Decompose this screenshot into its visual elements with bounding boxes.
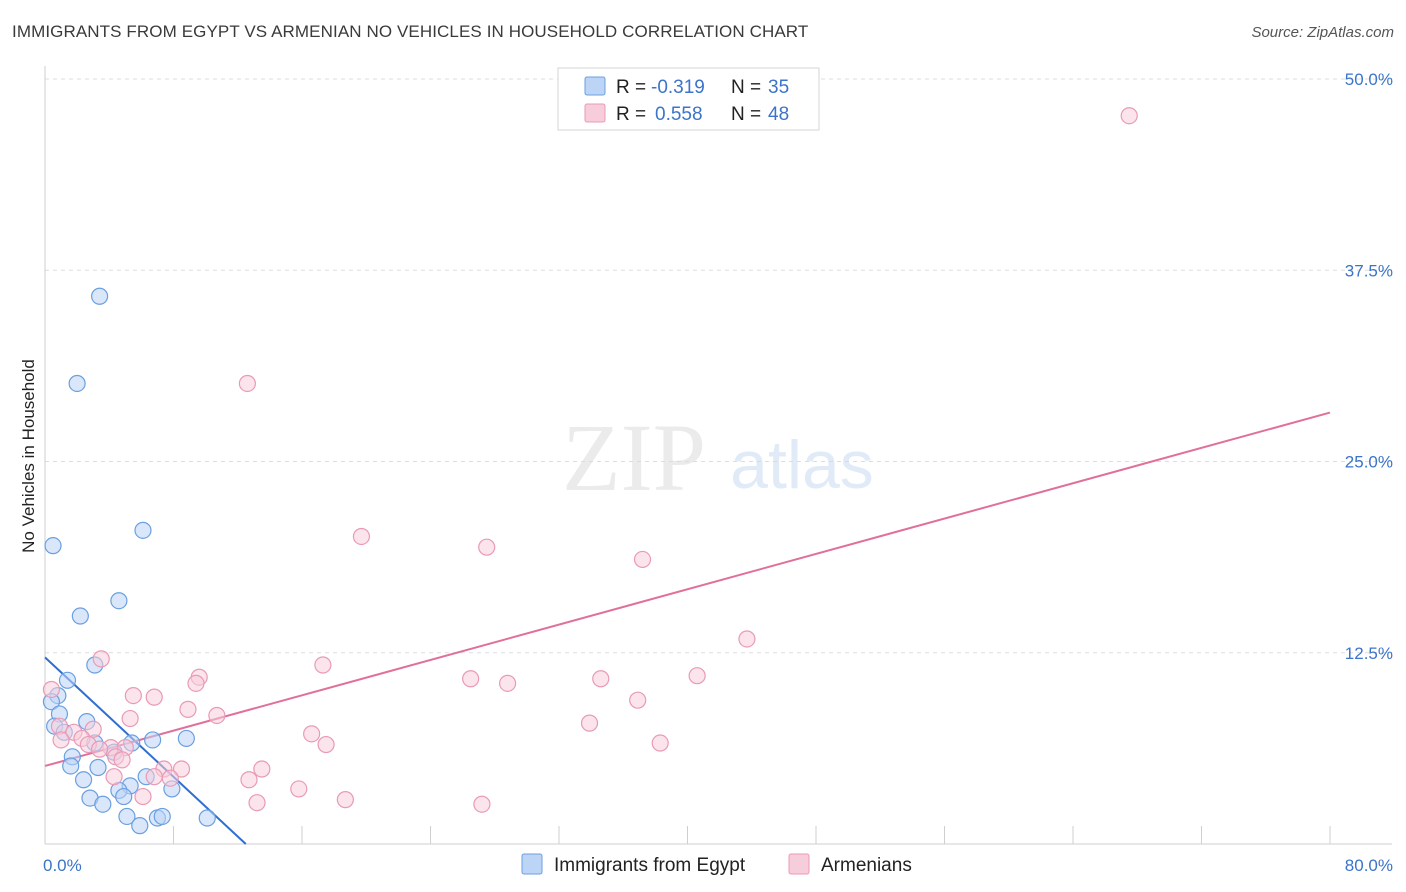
watermark: ZIP atlas (562, 404, 874, 511)
x-tick-label: 0.0% (43, 856, 82, 875)
armenian-point (629, 691, 647, 709)
armenian-point (91, 740, 109, 758)
armenian-point (688, 667, 706, 685)
armenian-point (42, 680, 61, 699)
armenian-point (208, 706, 226, 725)
y-tick-label: 25.0% (1345, 453, 1393, 472)
tick-labels: 12.5% 25.0% 37.5% 50.0% 0.0% 80.0% (43, 70, 1393, 875)
egypt-point (177, 729, 195, 748)
egypt-point (58, 671, 77, 689)
egypt-point (115, 787, 133, 806)
egypt-point (94, 795, 112, 813)
watermark-zip: ZIP (562, 404, 706, 511)
y-tick-label: 12.5% (1345, 644, 1393, 663)
y-tick-label: 37.5% (1345, 261, 1393, 280)
egypt-point (153, 807, 171, 826)
series-legend-swatch-armenian (788, 853, 810, 875)
armenian-point (84, 720, 102, 738)
armenian-point (145, 688, 163, 706)
armenian-point (113, 751, 131, 769)
egypt-point (198, 809, 216, 827)
series-legend-swatch-egypt (521, 853, 543, 875)
armenian-point (290, 780, 308, 798)
grid-lines (45, 78, 1392, 654)
armenian-point (738, 630, 756, 648)
armenian-point (121, 709, 139, 728)
egypt-point (71, 607, 89, 625)
armenian-point (52, 731, 70, 749)
egypt-point (110, 592, 128, 610)
series-armenian-points (42, 107, 1138, 813)
correlation-legend: R = -0.319 N = 35 R = 0.558 N = 48 (557, 67, 820, 131)
armenian-point (478, 538, 496, 556)
legend-r-value-armenian: 0.558 (655, 104, 703, 125)
armenian-point (633, 550, 652, 569)
source-credit: Source: ZipAtlas.com (1251, 24, 1394, 41)
legend-n-value-armenian: 48 (768, 104, 789, 125)
armenian-point (580, 714, 599, 732)
egypt-point (131, 817, 149, 835)
armenian-point (592, 670, 610, 688)
legend-n-value-egypt: 35 (768, 77, 789, 98)
armenian-point (473, 795, 491, 813)
armenian-point (352, 527, 371, 546)
armenian-point (105, 768, 123, 786)
armenian-point (124, 686, 142, 705)
egypt-point (89, 758, 107, 777)
armenian-point (172, 760, 191, 778)
legend-swatch-egypt (584, 76, 606, 96)
chart-title: IMMIGRANTS FROM EGYPT VS ARMENIAN NO VEH… (12, 22, 809, 41)
armenian-point (248, 794, 266, 812)
armenian-point (187, 674, 205, 692)
egypt-point (68, 374, 86, 393)
armenian-point (161, 769, 179, 787)
armenian-point (651, 734, 669, 752)
legend-r-label-egypt: R = (616, 77, 646, 98)
series-legend: Immigrants from Egypt Armenians (521, 853, 912, 876)
armenian-point (92, 650, 110, 668)
series-legend-label-armenian: Armenians (821, 855, 912, 876)
x-tick-label: 80.0% (1345, 856, 1393, 875)
armenian-point (314, 656, 332, 674)
egypt-point (118, 807, 136, 826)
y-axis-label: No Vehicles in Household (19, 359, 38, 553)
egypt-point (144, 731, 162, 749)
armenian-point (253, 760, 271, 778)
legend-r-value-egypt: -0.319 (651, 77, 705, 98)
armenian-point (1120, 107, 1138, 125)
armenian-point (317, 735, 335, 754)
series-legend-label-egypt: Immigrants from Egypt (554, 855, 746, 876)
y-tick-label: 50.0% (1345, 70, 1393, 89)
armenian-point (336, 791, 354, 809)
watermark-atlas: atlas (730, 427, 874, 503)
armenian-trend-line (44, 411, 1331, 767)
legend-r-label-armenian: R = (616, 104, 646, 125)
egypt-point (134, 521, 152, 539)
egypt-point (91, 287, 109, 305)
armenian-point (134, 787, 152, 806)
armenian-point (238, 374, 256, 393)
armenian-point (499, 674, 517, 692)
axes (44, 66, 1392, 845)
egypt-point (44, 537, 62, 555)
egypt-point (62, 757, 80, 775)
egypt-point (74, 771, 93, 789)
armenian-point (303, 725, 321, 743)
armenian-point (145, 768, 163, 786)
legend-n-label-armenian: N = (731, 104, 761, 125)
armenian-point (179, 700, 197, 718)
armenian-point (240, 771, 258, 789)
armenian-point (462, 670, 480, 688)
legend-swatch-armenian (584, 103, 606, 123)
legend-n-label-egypt: N = (731, 77, 761, 98)
